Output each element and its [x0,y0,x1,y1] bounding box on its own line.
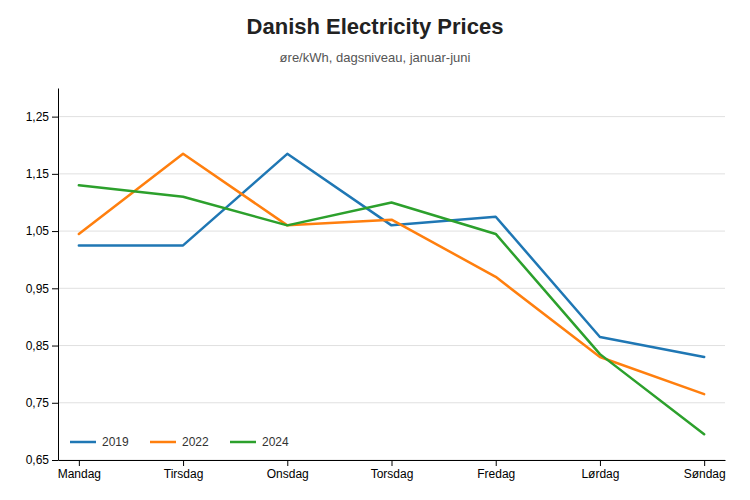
series-line [79,154,704,394]
x-tick-mark [496,460,497,466]
y-tick-label: 0,85 [26,339,50,353]
legend-item: 2022 [150,435,209,449]
x-tick: Mandag [58,460,101,481]
y-tick-label: 1,05 [26,224,50,238]
x-tick: Torsdag [371,460,414,481]
x-tick-label: Onsdag [267,467,309,481]
grid [58,117,725,460]
y-tick-mark [52,460,58,461]
y-tick-label: 0,95 [26,282,50,296]
x-tick-mark [704,460,705,466]
x-tick: Onsdag [267,460,309,481]
x-tick-label: Tirsdag [164,467,204,481]
legend: 2019 2022 2024 [70,435,289,449]
grid-line [58,288,725,289]
grid-line [58,345,725,346]
y-tick-label: 1,15 [26,167,50,181]
y-tick-mark [52,288,58,289]
x-tick: Fredag [477,460,515,481]
y-tick: 1,05 [26,224,58,238]
y-tick-mark [52,117,58,118]
chart: Danish Electricity Prices øre/kWh, dagsni… [0,0,750,500]
legend-swatch [150,441,176,444]
x-tick-label: Mandag [58,467,101,481]
legend-item: 2024 [230,435,289,449]
y-tick-mark [52,231,58,232]
y-axis-line [58,89,59,461]
y-tick: 0,85 [26,339,58,353]
series-line [79,185,704,434]
plot: 0,65 0,75 0,85 0,95 1,05 1,15 1,25 Mandag Tirsda… [26,89,726,481]
x-tick-label: Torsdag [371,467,414,481]
x-axis: Mandag Tirsdag Onsdag Torsdag Fredag Lørdag Sø… [58,460,726,481]
x-tick: Søndag [684,460,726,481]
legend-label: 2024 [262,435,289,449]
grid-line [58,231,725,232]
x-tick: Lørdag [581,460,619,481]
x-tick: Tirsdag [164,460,204,481]
y-tick-mark [52,346,58,347]
legend-label: 2019 [102,435,129,449]
grid-line [58,402,725,403]
y-tick: 1,15 [26,167,58,181]
x-tick-mark [287,460,288,466]
x-tick-label: Fredag [477,467,515,481]
x-tick-label: Lørdag [581,467,619,481]
grid-line [58,116,725,117]
x-tick-mark [600,460,601,466]
subtitle: øre/kWh, dagsniveau, januar-juni [280,50,471,65]
x-tick-mark [183,460,184,466]
y-tick: 0,95 [26,282,58,296]
x-tick-mark [392,460,393,466]
y-tick-label: 0,65 [26,453,50,467]
y-axis: 0,65 0,75 0,85 0,95 1,05 1,15 1,25 [26,89,59,468]
x-tick-mark [79,460,80,466]
lines [79,154,704,434]
series-line [79,154,704,357]
legend-label: 2022 [182,435,209,449]
x-tick-label: Søndag [684,467,726,481]
y-tick-label: 0,75 [26,396,50,410]
y-tick-mark [52,174,58,175]
title: Danish Electricity Prices [247,14,504,39]
y-tick: 0,75 [26,396,58,410]
y-tick: 1,25 [26,110,58,124]
y-tick-mark [52,403,58,404]
legend-item: 2019 [70,435,129,449]
legend-swatch [230,441,256,444]
legend-swatch [70,441,96,444]
y-tick: 0,65 [26,453,58,467]
y-tick-label: 1,25 [26,110,50,124]
